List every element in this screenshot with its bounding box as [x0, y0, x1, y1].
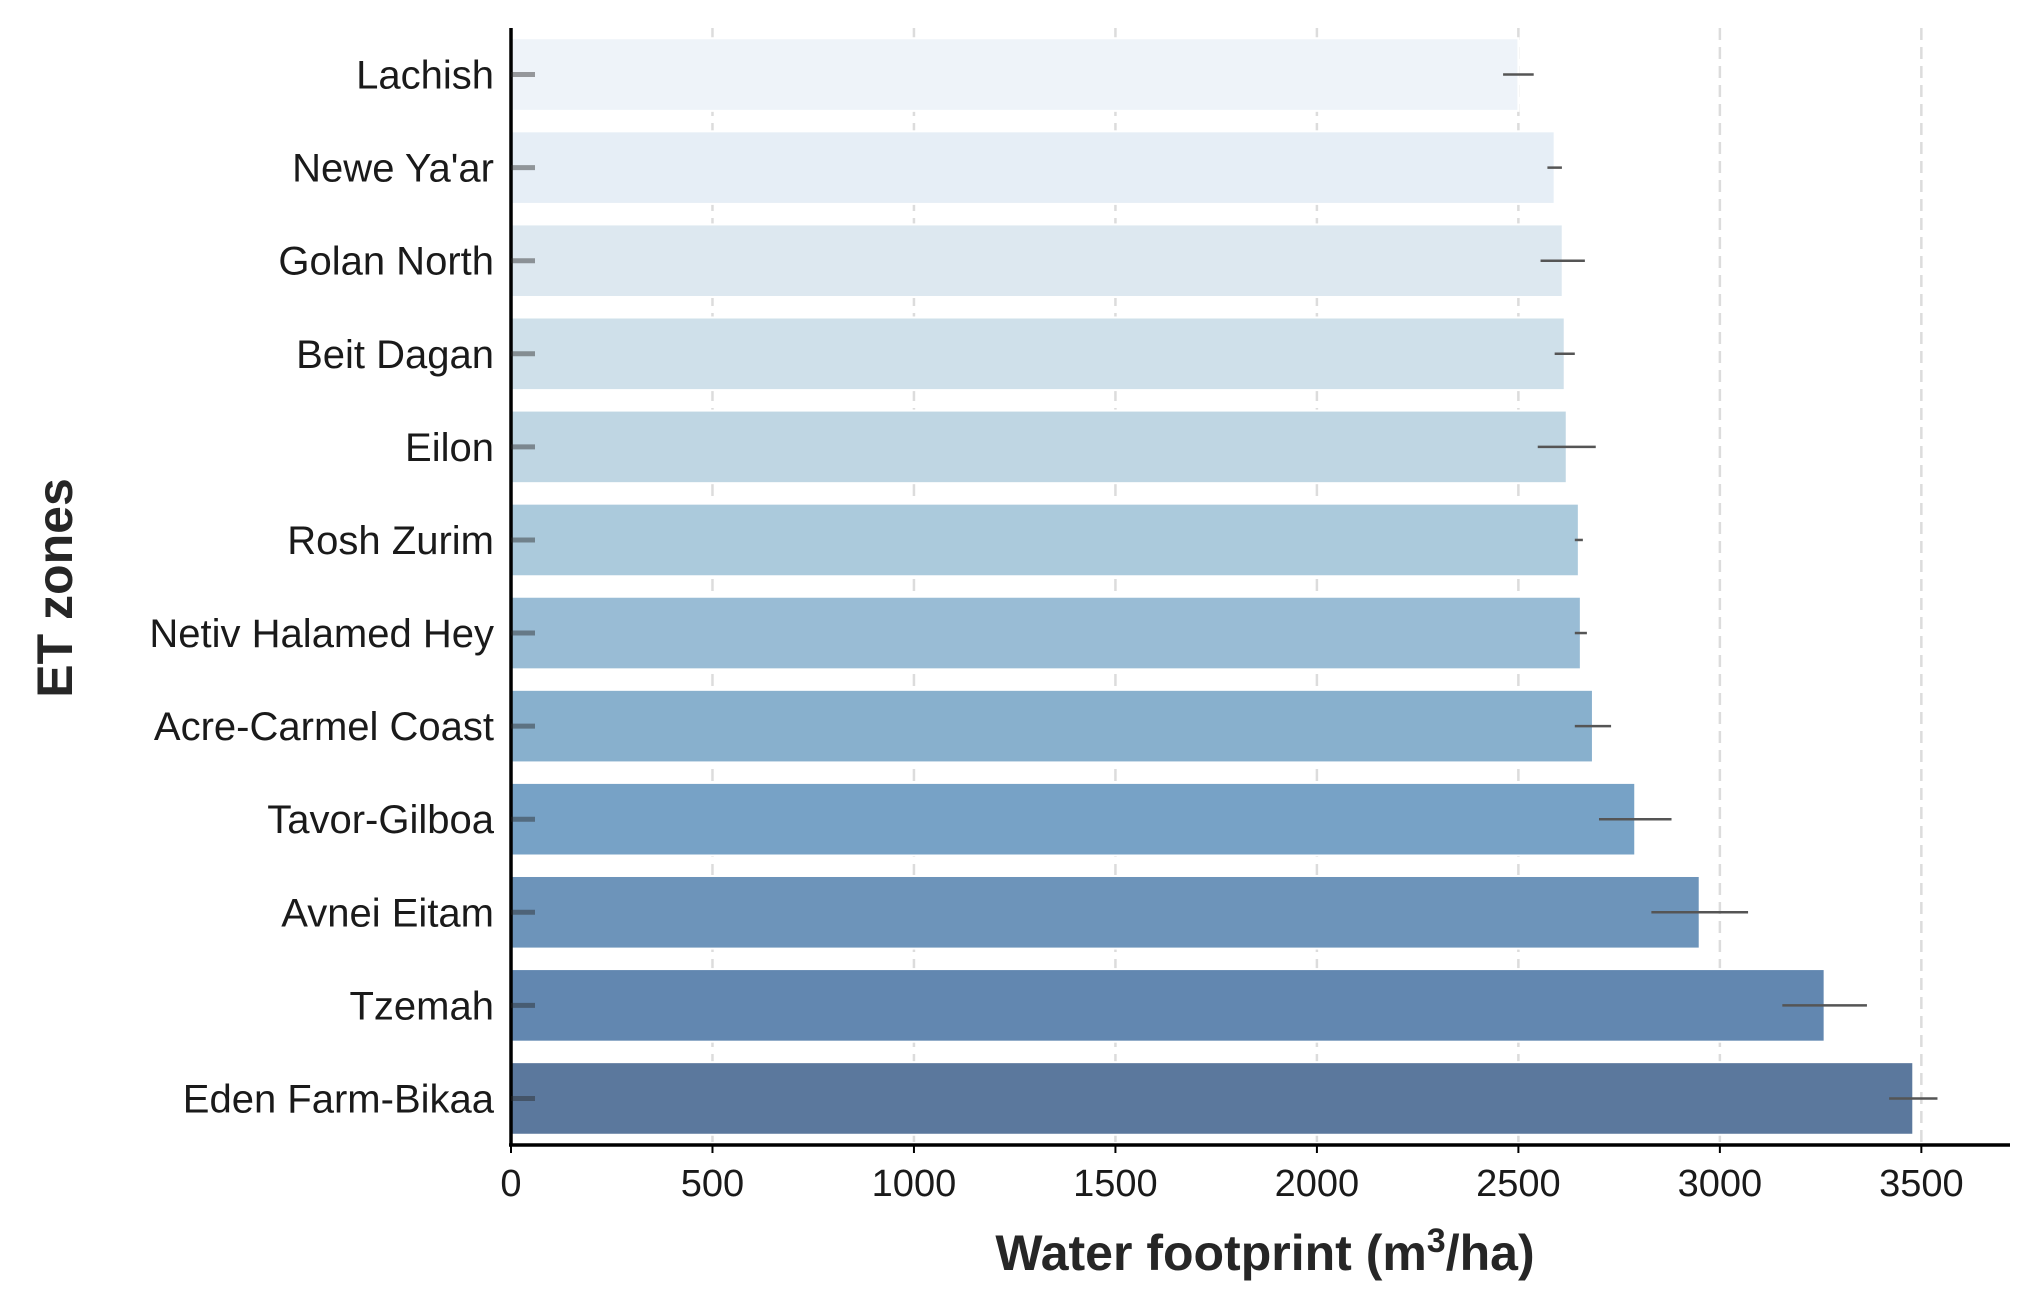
bars	[510, 37, 1915, 1136]
grid-lines	[711, 28, 1923, 1145]
category-label-9: Avnei Eitam	[281, 891, 494, 935]
x-axis-title: Water footprint (m3/ha)	[995, 1222, 1534, 1281]
x-axis-title-tail: /ha)	[1446, 1225, 1535, 1281]
category-label-10: Tzemah	[350, 984, 495, 1028]
category-label-11: Eden Farm-Bikaa	[183, 1077, 495, 1121]
x-tick-label-0: 0	[500, 1163, 521, 1205]
bar-8	[510, 781, 1637, 857]
bar-0	[510, 37, 1520, 112]
x-axis-title-sup: 3	[1427, 1222, 1446, 1260]
bar-3	[510, 316, 1566, 392]
axes	[509, 28, 2010, 1147]
bar-5	[510, 502, 1580, 578]
bar-2	[510, 223, 1564, 299]
bar-4	[510, 409, 1568, 485]
category-label-8: Tavor-Gilboa	[267, 798, 495, 842]
bar-9	[510, 874, 1701, 950]
bar-1	[510, 130, 1556, 205]
x-tick-label-500: 500	[681, 1163, 744, 1205]
x-tick-label-2000: 2000	[1275, 1163, 1360, 1205]
x-tick-label-1500: 1500	[1073, 1163, 1158, 1205]
category-label-3: Beit Dagan	[296, 333, 494, 377]
x-tick-label-2500: 2500	[1476, 1163, 1561, 1205]
category-label-4: Eilon	[405, 426, 494, 470]
x-ticks: 0 500 1000 1500 2000 2500 3000 3500	[500, 1145, 1964, 1205]
bar-10	[510, 968, 1826, 1043]
x-tick-label-3000: 3000	[1678, 1163, 1763, 1205]
category-label-5: Rosh Zurim	[287, 519, 494, 563]
category-label-6: Netiv Halamed Hey	[149, 612, 494, 656]
x-tick-label-1000: 1000	[872, 1163, 957, 1205]
category-labels: Lachish Newe Ya'ar Golan North Beit Dagan Ei…	[149, 54, 494, 1122]
category-label-2: Golan North	[278, 240, 494, 284]
category-label-0: Lachish	[356, 54, 494, 98]
x-tick-label-3500: 3500	[1879, 1163, 1964, 1205]
y-axis-title: ET zones	[27, 478, 83, 697]
category-label-1: Newe Ya'ar	[292, 147, 494, 191]
bar-11	[510, 1061, 1915, 1136]
x-axis-title-main: Water footprint (m	[995, 1225, 1426, 1281]
error-bars	[1503, 73, 1938, 1100]
bar-7	[510, 688, 1594, 764]
bar-6	[510, 595, 1582, 671]
category-label-7: Acre-Carmel Coast	[154, 705, 494, 749]
y-ticks	[511, 72, 535, 1101]
